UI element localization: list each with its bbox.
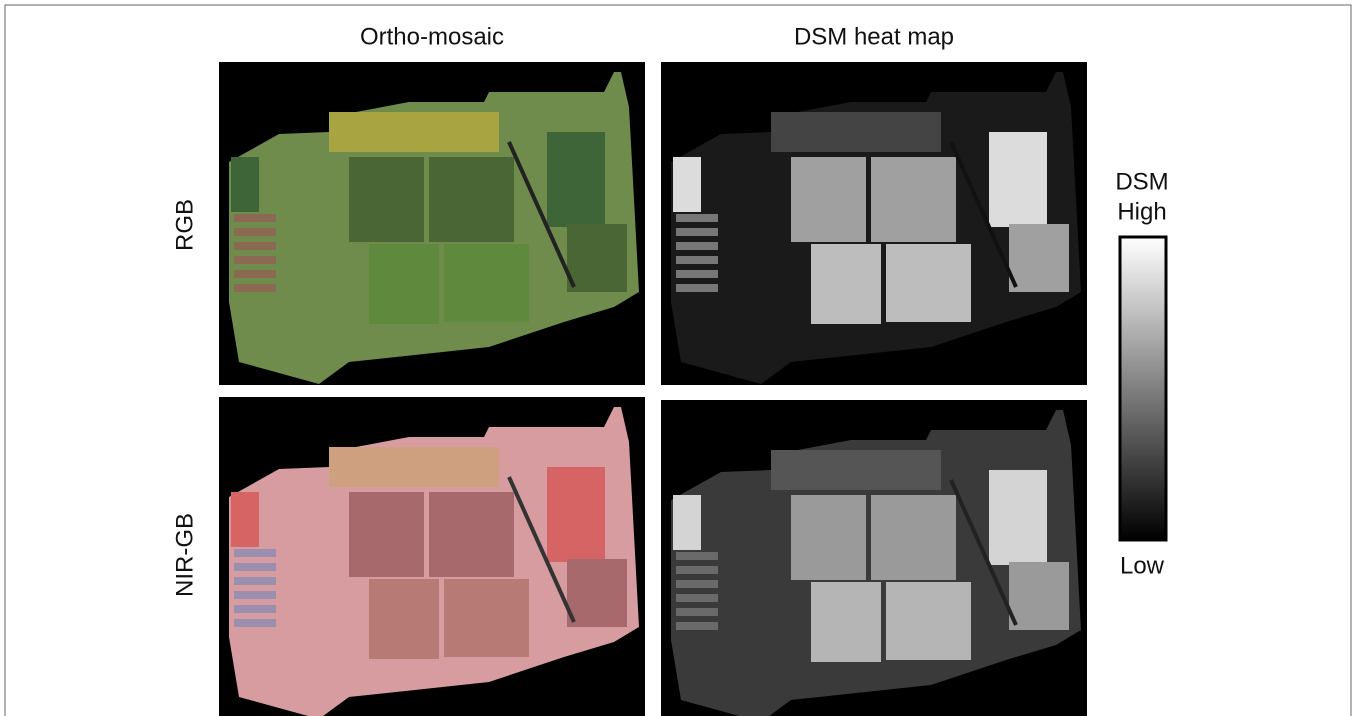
- plot-row: [676, 214, 718, 222]
- plot-block: [349, 492, 424, 577]
- plot-block: [567, 559, 627, 627]
- plot-block: [429, 157, 514, 242]
- plot-block: [444, 579, 529, 657]
- plot-row: [234, 591, 276, 599]
- image-panel: [661, 62, 1087, 385]
- colorbar-low-label: Low: [1120, 552, 1165, 579]
- plot-block: [369, 579, 439, 659]
- plot-block: [547, 467, 605, 562]
- plot-block: [231, 492, 259, 547]
- plot-block: [231, 157, 259, 212]
- plot-row: [234, 228, 276, 236]
- plot-row: [234, 256, 276, 264]
- plot-row: [234, 270, 276, 278]
- plot-block: [791, 495, 866, 580]
- plot-row: [234, 284, 276, 292]
- plot-row: [234, 605, 276, 613]
- plot-block: [429, 492, 514, 577]
- row-title: RGB: [171, 199, 198, 251]
- plot-block: [871, 157, 956, 242]
- plot-row: [234, 242, 276, 250]
- plot-row: [676, 608, 718, 616]
- plot-block: [989, 132, 1047, 227]
- plot-block: [791, 157, 866, 242]
- plot-row: [676, 270, 718, 278]
- plot-block: [1009, 562, 1069, 630]
- plot-row: [676, 622, 718, 630]
- plot-block: [567, 224, 627, 292]
- figure: Ortho-mosaic DSM heat map RGB NIR-GB DSM…: [0, 0, 1357, 716]
- panels: [219, 62, 1087, 716]
- plot-block: [1009, 224, 1069, 292]
- plot-row: [676, 228, 718, 236]
- plot-row: [676, 580, 718, 588]
- colorbar-high-label: DSM: [1115, 168, 1168, 195]
- plot-block: [871, 495, 956, 580]
- plot-row: [234, 214, 276, 222]
- colorbar-high-label: High: [1117, 198, 1166, 225]
- plot-row: [676, 566, 718, 574]
- plot-row: [676, 594, 718, 602]
- plot-block: [886, 244, 971, 322]
- plot-row: [676, 256, 718, 264]
- plot-block: [547, 132, 605, 227]
- plot-row: [234, 619, 276, 627]
- plot-row: [234, 563, 276, 571]
- plot-block: [673, 157, 701, 212]
- column-title: Ortho-mosaic: [360, 23, 504, 50]
- row-title: NIR-GB: [171, 513, 198, 597]
- plot-row: [676, 552, 718, 560]
- plot-row: [676, 284, 718, 292]
- plot-block: [886, 582, 971, 660]
- plot-block: [989, 470, 1047, 565]
- plot-block: [349, 157, 424, 242]
- plot-row: [234, 549, 276, 557]
- image-panel: [219, 397, 645, 716]
- image-panel: [219, 62, 645, 385]
- column-title: DSM heat map: [794, 23, 954, 50]
- plot-block: [329, 447, 499, 487]
- plot-row: [676, 242, 718, 250]
- plot-block: [673, 495, 701, 550]
- plot-block: [771, 450, 941, 490]
- plot-block: [771, 112, 941, 152]
- plot-block: [811, 244, 881, 324]
- colorbar: [1120, 237, 1166, 540]
- image-panel: [661, 400, 1087, 716]
- plot-row: [234, 577, 276, 585]
- plot-block: [329, 112, 499, 152]
- plot-block: [444, 244, 529, 322]
- plot-block: [811, 582, 881, 662]
- plot-block: [369, 244, 439, 324]
